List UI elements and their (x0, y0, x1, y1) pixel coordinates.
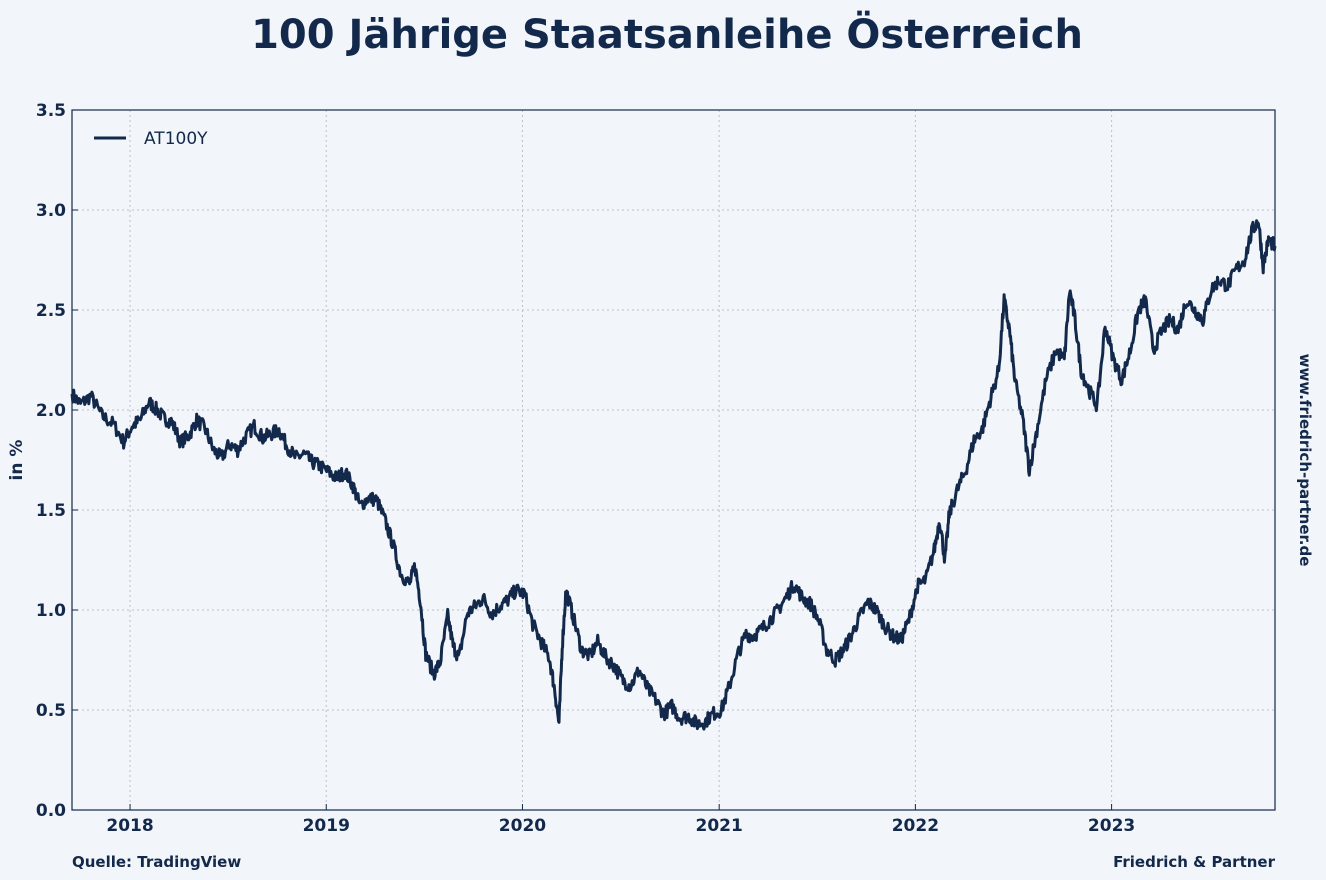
brand-label: Friedrich & Partner (1113, 853, 1276, 871)
y-tick-label: 1.5 (36, 501, 66, 521)
series-line-at100y (70, 219, 1277, 731)
y-axis-label: in % (7, 440, 27, 481)
y-axis-ticks: 0.0 0.5 1.0 1.5 2.0 2.5 3.0 3.5 (36, 101, 78, 821)
y-tick-label: 0.5 (36, 701, 66, 721)
legend: AT100Y (94, 129, 208, 149)
y-tick-label: 2.0 (36, 401, 66, 421)
y-tick-label: 2.5 (36, 301, 66, 321)
x-tick-label: 2022 (892, 816, 939, 836)
chart-title: 100 Jährige Staatsanleihe Österreich (251, 10, 1083, 58)
x-tick-label: 2018 (106, 816, 153, 836)
y-tick-label: 3.0 (36, 201, 66, 221)
y-tick-label: 0.0 (36, 801, 66, 821)
x-tick-label: 2019 (303, 816, 350, 836)
source-label: Quelle: TradingView (72, 853, 241, 871)
y-tick-label: 1.0 (36, 601, 66, 621)
y-tick-label: 3.5 (36, 101, 66, 121)
x-tick-label: 2021 (696, 816, 743, 836)
x-axis-ticks: 2018 2019 2020 2021 2022 2023 (106, 804, 1135, 836)
website-label: www.friedrich-partner.de (1296, 354, 1314, 567)
x-tick-label: 2020 (499, 816, 546, 836)
x-tick-label: 2023 (1088, 816, 1135, 836)
legend-label: AT100Y (144, 129, 208, 149)
plot-frame (71, 109, 1276, 811)
